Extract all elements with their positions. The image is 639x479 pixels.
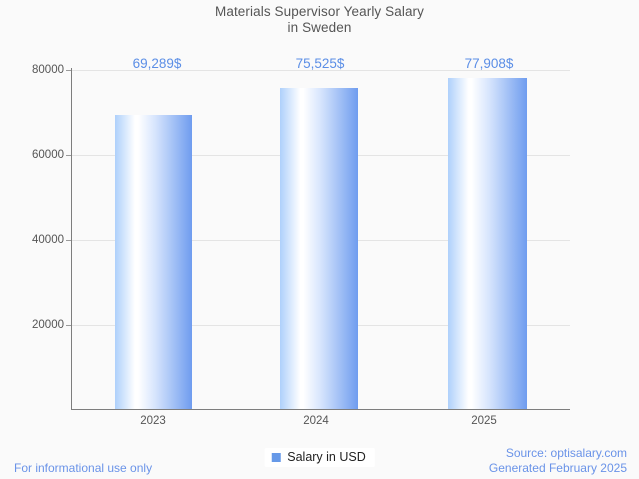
bar-2025[interactable] (448, 78, 527, 409)
value-label-2025: 77,908$ (464, 56, 514, 71)
y-axis-tick-40000 (66, 240, 71, 241)
chart-title: Materials Supervisor Yearly Salary in Sw… (0, 4, 639, 36)
y-axis-label-80000: 80000 (32, 64, 64, 76)
footer-source: Source: optisalary.com (505, 446, 627, 460)
y-axis-tick-20000 (66, 325, 71, 326)
footer-attribution: Source: optisalary.com Generated Februar… (489, 446, 627, 476)
chart-legend[interactable]: Salary in USD (264, 448, 375, 467)
footer-disclaimer: For informational use only (14, 461, 153, 475)
chart-title-line-2: in Sweden (287, 20, 352, 35)
y-axis-label-60000: 60000 (32, 149, 64, 161)
x-axis-label-2025: 2025 (471, 415, 497, 427)
bar-2024[interactable] (280, 88, 358, 409)
y-axis-label-40000: 40000 (32, 234, 64, 246)
x-axis-label-2023: 2023 (140, 415, 166, 427)
x-axis-label-2024: 2024 (303, 415, 329, 427)
value-label-2023: 69,289$ (132, 56, 182, 71)
x-axis-line (71, 409, 570, 410)
y-axis-labels: 80000 60000 40000 20000 (0, 0, 64, 479)
legend-swatch-icon (271, 452, 281, 462)
legend-item-label: Salary in USD (287, 450, 366, 464)
footer-generated-date: Generated February 2025 (488, 461, 627, 475)
y-axis-line (71, 68, 72, 410)
y-axis-tick-80000 (66, 70, 71, 71)
bar-2023[interactable] (115, 115, 192, 409)
value-label-2024: 75,525$ (295, 56, 345, 71)
y-axis-tick-60000 (66, 155, 71, 156)
y-axis-label-20000: 20000 (32, 319, 64, 331)
plot-area (72, 70, 570, 409)
chart-title-line-1: Materials Supervisor Yearly Salary (215, 4, 424, 19)
gridline-80000 (72, 70, 570, 71)
